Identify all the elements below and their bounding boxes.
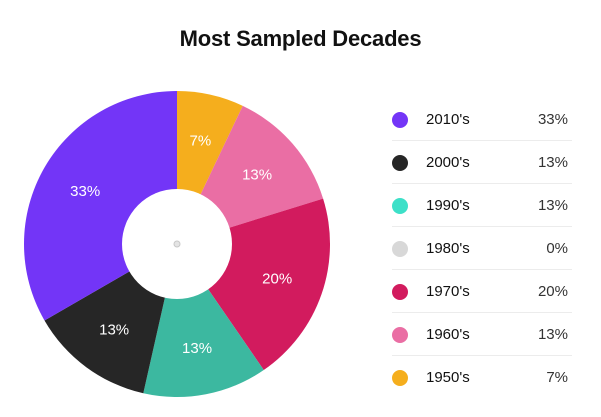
donut-chart: 7% 13% 20% 13% 13% 33% xyxy=(24,91,330,398)
legend-swatch xyxy=(392,284,408,300)
slice-label-1960s: 13% xyxy=(242,167,272,184)
legend-swatch xyxy=(392,370,408,386)
legend-item: 1950's 7% xyxy=(392,356,572,398)
legend: 2010's 33% 2000's 13% 1990's 13% 1980's 0% 1970'… xyxy=(392,98,572,398)
legend-label: 2010's xyxy=(426,111,470,128)
legend-swatch xyxy=(392,155,408,171)
slice-label-2000s: 13% xyxy=(99,321,129,338)
legend-item: 1980's 0% xyxy=(392,227,572,270)
legend-value: 0% xyxy=(546,240,568,257)
legend-label: 1980's xyxy=(426,240,470,257)
slice-label-1970s: 20% xyxy=(262,271,292,288)
legend-swatch xyxy=(392,327,408,343)
legend-swatch xyxy=(392,112,408,128)
legend-item: 1990's 13% xyxy=(392,184,572,227)
legend-label: 2000's xyxy=(426,154,470,171)
slice-label-1990s: 13% xyxy=(182,340,212,357)
legend-label: 1950's xyxy=(426,369,470,386)
legend-value: 20% xyxy=(537,283,568,300)
legend-label: 1990's xyxy=(426,197,470,214)
legend-value: 13% xyxy=(537,326,568,343)
center-dot xyxy=(173,240,181,248)
legend-label: 1970's xyxy=(426,283,470,300)
legend-value: 33% xyxy=(537,111,568,128)
legend-value: 13% xyxy=(537,154,568,171)
slice-label-2010s: 33% xyxy=(70,183,100,200)
slice-label-1950s: 7% xyxy=(190,133,212,150)
legend-value: 7% xyxy=(546,369,568,386)
legend-item: 2010's 33% xyxy=(392,98,572,141)
legend-swatch xyxy=(392,241,408,257)
chart-title: Most Sampled Decades xyxy=(179,26,422,51)
legend-label: 1960's xyxy=(426,326,470,343)
legend-item: 1970's 20% xyxy=(392,270,572,313)
legend-item: 2000's 13% xyxy=(392,141,572,184)
legend-swatch xyxy=(392,198,408,214)
legend-value: 13% xyxy=(537,197,568,214)
legend-item: 1960's 13% xyxy=(392,313,572,356)
